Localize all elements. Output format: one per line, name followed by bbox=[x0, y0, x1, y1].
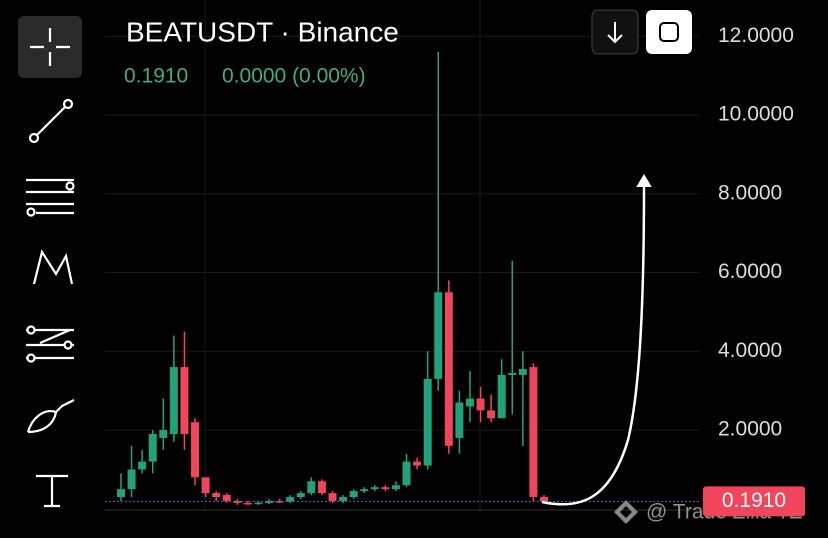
y-tick-label: 12.0000 bbox=[718, 24, 794, 47]
candle-body bbox=[465, 398, 474, 407]
handle bbox=[26, 325, 36, 335]
candle-body bbox=[243, 502, 252, 505]
candle-body bbox=[169, 367, 178, 435]
fib-tool[interactable] bbox=[26, 178, 74, 215]
text-tool[interactable] bbox=[36, 474, 68, 508]
drawn-arrow bbox=[541, 185, 646, 506]
candle-body bbox=[275, 500, 284, 503]
candle-body bbox=[423, 378, 432, 466]
candle-body bbox=[529, 367, 538, 498]
y-tick-label: 2.0000 bbox=[718, 418, 782, 441]
trendline-tool[interactable] bbox=[33, 103, 69, 139]
candle-body bbox=[317, 481, 326, 494]
candle-body bbox=[117, 489, 125, 498]
candle-body bbox=[540, 497, 548, 502]
candle-body bbox=[370, 487, 379, 490]
toolbar bbox=[18, 16, 82, 508]
price-change: 0.0000 (0.00%) bbox=[222, 65, 366, 88]
crosshair-tool[interactable] bbox=[18, 16, 82, 78]
watermark-logo bbox=[614, 500, 638, 524]
candle-body bbox=[265, 500, 274, 503]
candle-body bbox=[413, 461, 422, 466]
candle-body bbox=[391, 485, 400, 490]
plot: 2.0000 4.0000 6.0000 8.0000 10.0000 12.0000 bbox=[105, 0, 794, 512]
handle bbox=[63, 340, 73, 350]
handle bbox=[62, 98, 74, 110]
y-tick-label: 10.0000 bbox=[718, 103, 794, 126]
pattern-tool[interactable] bbox=[32, 249, 74, 285]
candle-body bbox=[434, 292, 443, 379]
candle-body bbox=[349, 491, 358, 498]
handle bbox=[26, 207, 36, 217]
candle-body bbox=[222, 495, 231, 501]
fullscreen-button[interactable] bbox=[646, 10, 692, 54]
candle-body bbox=[233, 500, 242, 503]
handle bbox=[26, 353, 36, 363]
handle bbox=[65, 181, 75, 191]
candle-body bbox=[296, 493, 305, 498]
candle-body bbox=[328, 493, 337, 501]
candle-body bbox=[191, 422, 200, 478]
y-tick-label: 8.0000 bbox=[718, 181, 782, 204]
candle-body bbox=[455, 402, 464, 438]
candle-body bbox=[307, 481, 316, 494]
price-label: 0.1910 bbox=[722, 489, 786, 512]
symbol-title: BEATUSDT · Binance bbox=[126, 16, 399, 47]
candle-body bbox=[497, 374, 506, 419]
fullscreen-icon bbox=[659, 22, 679, 42]
arrow-icon bbox=[607, 22, 623, 44]
candle-body bbox=[508, 372, 517, 375]
candle-body bbox=[180, 367, 189, 435]
candle-body bbox=[476, 398, 485, 411]
arrow-head bbox=[636, 174, 652, 187]
prediction-tool[interactable] bbox=[26, 328, 74, 360]
y-tick-label: 6.0000 bbox=[718, 260, 782, 283]
candle-body bbox=[212, 493, 221, 498]
candle-body bbox=[360, 489, 369, 492]
brush-tool[interactable] bbox=[26, 399, 75, 434]
candle-body bbox=[138, 461, 147, 470]
candle-body bbox=[254, 502, 263, 505]
candle-body bbox=[148, 434, 157, 462]
candle-body bbox=[286, 497, 295, 502]
handle bbox=[28, 132, 40, 144]
candle-body bbox=[339, 497, 348, 501]
last-price: 0.1910 bbox=[124, 65, 188, 88]
price-label-box bbox=[703, 486, 805, 517]
candle-body bbox=[381, 487, 390, 490]
y-tick-label: 4.0000 bbox=[718, 339, 782, 362]
candle-body bbox=[518, 369, 527, 375]
candle-body bbox=[402, 461, 411, 486]
candle-body bbox=[201, 477, 210, 494]
candle-body bbox=[487, 410, 496, 419]
candle-body bbox=[127, 469, 136, 490]
crosshair-icon bbox=[30, 28, 70, 66]
candle-body bbox=[159, 430, 168, 438]
candle-body bbox=[444, 292, 453, 446]
